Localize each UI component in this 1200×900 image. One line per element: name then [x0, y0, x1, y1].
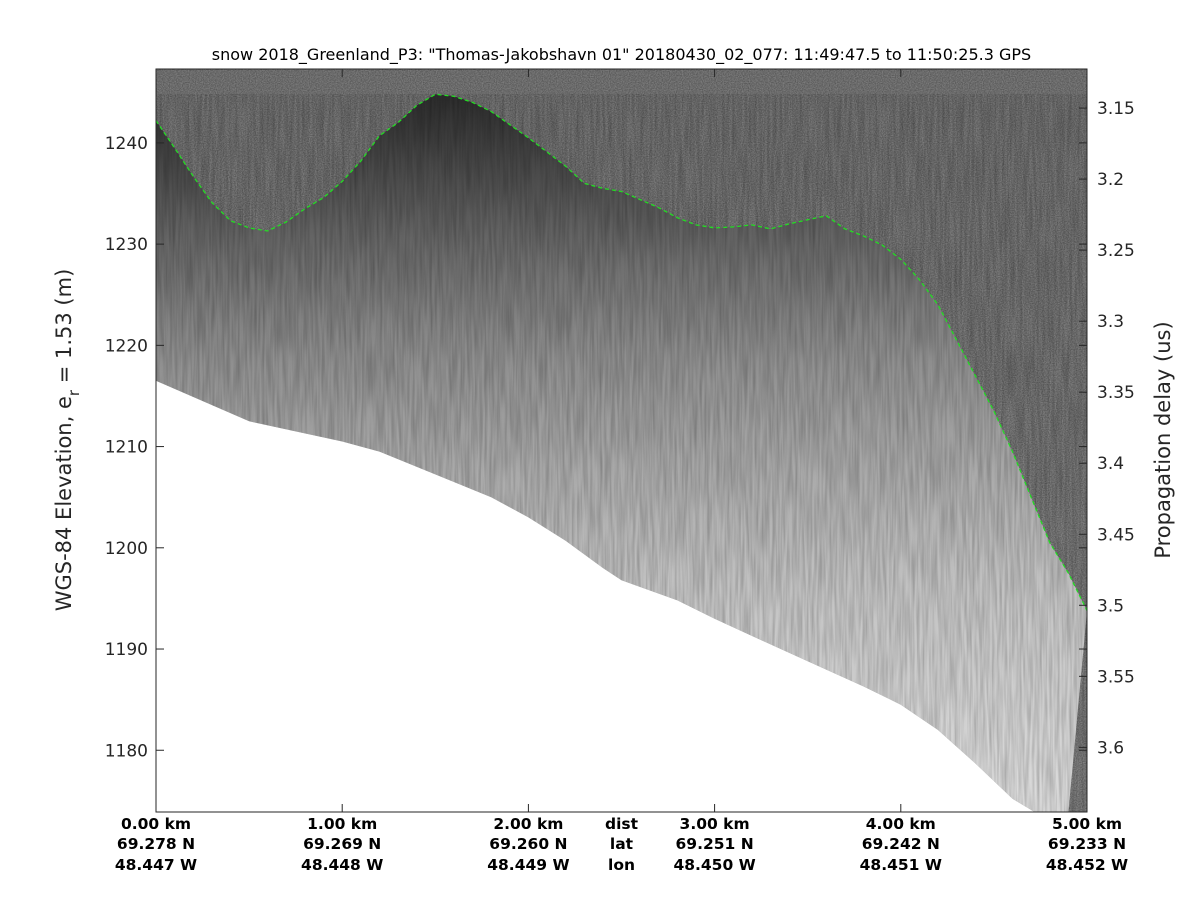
x-dist-label: 2.00 km: [493, 815, 563, 833]
right-tick-label: 3.15: [1097, 99, 1135, 119]
x-lon-label: 48.451 W: [860, 856, 942, 874]
chart-title: snow 2018_Greenland_P3: "Thomas-Jakobsha…: [212, 45, 1031, 65]
x-axis: [155, 69, 1088, 812]
x-lat-label: 69.260 N: [489, 835, 567, 853]
right-tick-label: 3.2: [1097, 170, 1124, 190]
right-tick-label: 3.35: [1097, 383, 1135, 403]
x-axis-info: 0.00 km 69.278 N 48.447 W 1.00 km 69.269 N 48…: [115, 815, 1128, 874]
x-lat-label: 69.278 N: [117, 835, 195, 853]
x-row-label-dist: dist: [605, 815, 639, 833]
surface-pick-line: [156, 93, 1087, 611]
right-axis: 3.15 3.2 3.25 3.3 3.35 3.4 3.45 3.5 3.55 3.6: [1079, 99, 1135, 758]
x-lon-label: 48.448 W: [301, 856, 383, 874]
right-tick-label: 3.6: [1097, 738, 1124, 758]
x-lon-label: 48.452 W: [1046, 856, 1128, 874]
left-tick-label: 1240: [105, 134, 148, 154]
right-tick-label: 3.3: [1097, 312, 1124, 332]
left-tick-label: 1230: [105, 235, 148, 255]
x-lat-label: 69.242 N: [862, 835, 940, 853]
right-tick-label: 3.25: [1097, 241, 1135, 261]
y-axis-label-left: WGS-84 Elevation, er = 1.53 (m): [52, 269, 83, 612]
x-lat-label: 69.233 N: [1048, 835, 1126, 853]
right-tick-label: 3.55: [1097, 667, 1135, 687]
plot-frame: [155, 68, 1088, 813]
subsurface-returns: [156, 93, 1087, 812]
x-lon-label: 48.449 W: [487, 856, 569, 874]
x-row-label-lon: lon: [608, 856, 635, 874]
left-tick-label: 1200: [105, 539, 148, 559]
x-lat-label: 69.251 N: [676, 835, 754, 853]
x-dist-label: 4.00 km: [866, 815, 936, 833]
x-lon-label: 48.447 W: [115, 856, 197, 874]
x-dist-label: 1.00 km: [307, 815, 377, 833]
right-tick-label: 3.5: [1097, 596, 1124, 616]
x-row-label-lat: lat: [610, 835, 634, 853]
left-axis: 1180 1190 1200 1210 1220 1230 1240: [105, 134, 1087, 761]
y-axis-label-right: Propagation delay (us): [1151, 321, 1175, 558]
x-dist-label: 3.00 km: [680, 815, 750, 833]
echogram-image: [156, 69, 1087, 812]
no-data-region: [156, 380, 1087, 812]
left-tick-label: 1190: [105, 640, 148, 660]
x-lat-label: 69.269 N: [303, 835, 381, 853]
right-tick-label: 3.45: [1097, 525, 1135, 545]
x-lon-label: 48.450 W: [673, 856, 755, 874]
left-tick-label: 1220: [105, 336, 148, 356]
right-tick-label: 3.4: [1097, 454, 1124, 474]
x-dist-label: 0.00 km: [121, 815, 191, 833]
left-tick-label: 1210: [105, 438, 148, 458]
subsurface-streaks: [156, 94, 1087, 812]
x-dist-label: 5.00 km: [1052, 815, 1122, 833]
left-tick-label: 1180: [105, 741, 148, 761]
